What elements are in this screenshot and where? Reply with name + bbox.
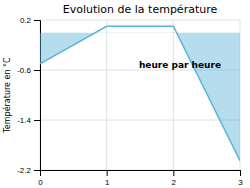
tick: 0.2 bbox=[20, 16, 40, 25]
y-axis-label: Température en °C bbox=[2, 57, 12, 134]
annotation: heure par heure bbox=[139, 60, 221, 70]
tick-mark bbox=[240, 170, 241, 176]
fill-group bbox=[40, 33, 240, 161]
chart-container: 0 1 2 3 0.2 -0.6 -1.4 -2.2 heure par heure Evolut… bbox=[0, 0, 250, 188]
grid bbox=[40, 20, 240, 170]
tick-label: 0 bbox=[38, 178, 43, 187]
tick-label: -1.4 bbox=[17, 116, 31, 125]
tick-mark bbox=[34, 120, 40, 121]
tick-label: -0.6 bbox=[17, 66, 31, 75]
tick-mark bbox=[34, 20, 40, 21]
grid-line-y bbox=[40, 20, 240, 21]
tick-mark bbox=[34, 170, 40, 171]
tick-label: 2 bbox=[172, 178, 177, 187]
plot-area: 0 1 2 3 0.2 -0.6 -1.4 -2.2 heure par heure bbox=[17, 16, 243, 187]
chart-svg: 0 1 2 3 0.2 -0.6 -1.4 -2.2 heure par heure Evolut… bbox=[0, 0, 250, 188]
tick: -0.6 bbox=[17, 66, 40, 75]
tick-label: 3 bbox=[238, 178, 243, 187]
axis-line bbox=[41, 171, 241, 177]
tick: 0 bbox=[38, 170, 43, 187]
tick: -2.2 bbox=[17, 166, 40, 175]
title: Evolution de la température bbox=[63, 3, 218, 16]
tick-label: 1 bbox=[105, 178, 110, 187]
y-axis: 0.2 -0.6 -1.4 -2.2 bbox=[17, 16, 40, 175]
area-below-baseline bbox=[40, 33, 240, 161]
grid-line-y bbox=[40, 120, 240, 121]
grid-line-x bbox=[106, 20, 107, 170]
tick: -1.4 bbox=[17, 116, 40, 125]
line bbox=[40, 26, 240, 160]
tick-mark bbox=[107, 170, 108, 176]
x-axis: 0 1 2 3 bbox=[38, 170, 243, 187]
tick: 1 bbox=[105, 170, 110, 187]
tick-label: 0.2 bbox=[20, 16, 32, 25]
tick: 3 bbox=[238, 170, 243, 187]
axis-line bbox=[34, 21, 41, 171]
data-group bbox=[40, 26, 240, 160]
grid-line-x bbox=[173, 20, 174, 170]
tick-label: -2.2 bbox=[17, 166, 31, 175]
tick: 2 bbox=[172, 170, 177, 187]
tick-mark bbox=[34, 70, 40, 71]
tick-mark bbox=[173, 170, 174, 176]
